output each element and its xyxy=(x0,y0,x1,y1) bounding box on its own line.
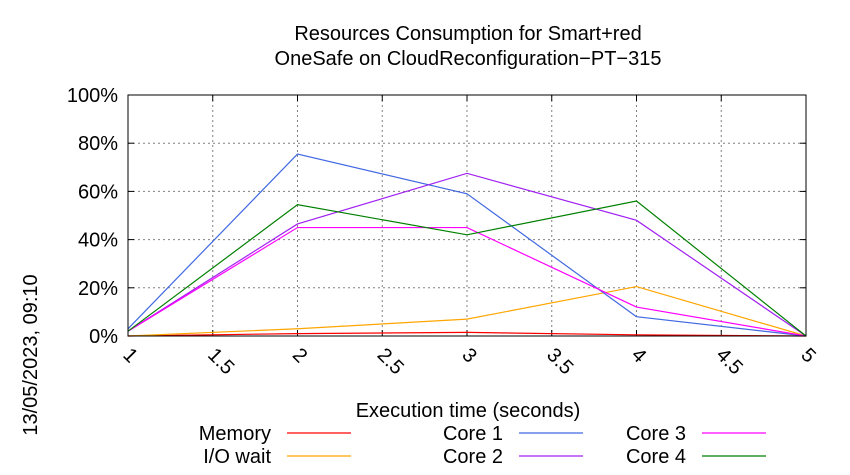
chart-title: Resources Consumption for Smart+red xyxy=(294,23,641,45)
series-line-core-4 xyxy=(127,200,807,337)
y-tick-label: 40% xyxy=(78,230,118,252)
series-line-i-o-wait xyxy=(127,285,807,337)
x-tick-label: 1 xyxy=(118,344,141,367)
series-line-core-2 xyxy=(127,172,807,337)
y-axis-ticks: 0% 20% 40% 60% 80% 100% xyxy=(67,85,806,348)
y-tick-label: 60% xyxy=(78,181,118,203)
legend-label-core-4: Core 4 xyxy=(626,446,686,468)
legend-label-memory: Memory xyxy=(199,423,271,445)
x-tick-label: 4.5 xyxy=(712,344,747,379)
legend-label-core-2: Core 2 xyxy=(443,446,503,468)
series-line-core-1 xyxy=(127,153,807,337)
x-tick-label: 3 xyxy=(457,344,480,367)
x-axis-ticks: 1 1.5 2 2.5 3 3.5 4 4.5 5 xyxy=(118,95,820,379)
y-tick-label: 0% xyxy=(89,326,118,348)
series-lines xyxy=(127,153,807,337)
grid xyxy=(127,94,807,337)
legend-label-i-o-wait: I/O wait xyxy=(203,446,271,468)
plot-frame xyxy=(127,94,807,337)
x-tick-label: 4 xyxy=(627,344,650,367)
timestamp-label: 13/05/2023, 09:10 xyxy=(20,274,42,435)
series-line-memory xyxy=(127,331,807,337)
y-tick-label: 20% xyxy=(78,278,118,300)
x-tick-label: 5 xyxy=(796,344,819,367)
x-tick-label: 2 xyxy=(288,344,311,367)
x-tick-label: 3.5 xyxy=(542,344,577,379)
chart-subtitle: OneSafe on CloudReconfiguration−PT−315 xyxy=(275,48,662,70)
legend-label-core-1: Core 1 xyxy=(443,423,503,445)
series-line-core-3 xyxy=(127,226,807,337)
y-tick-label: 100% xyxy=(67,85,118,107)
y-tick-label: 80% xyxy=(78,133,118,155)
chart-title-group: Resources Consumption for Smart+red OneS… xyxy=(275,23,662,70)
x-tick-label: 2.5 xyxy=(373,344,408,379)
legend-label-core-3: Core 3 xyxy=(626,423,686,445)
x-axis-label: Execution time (seconds) xyxy=(356,400,581,422)
x-tick-label: 1.5 xyxy=(203,344,238,379)
